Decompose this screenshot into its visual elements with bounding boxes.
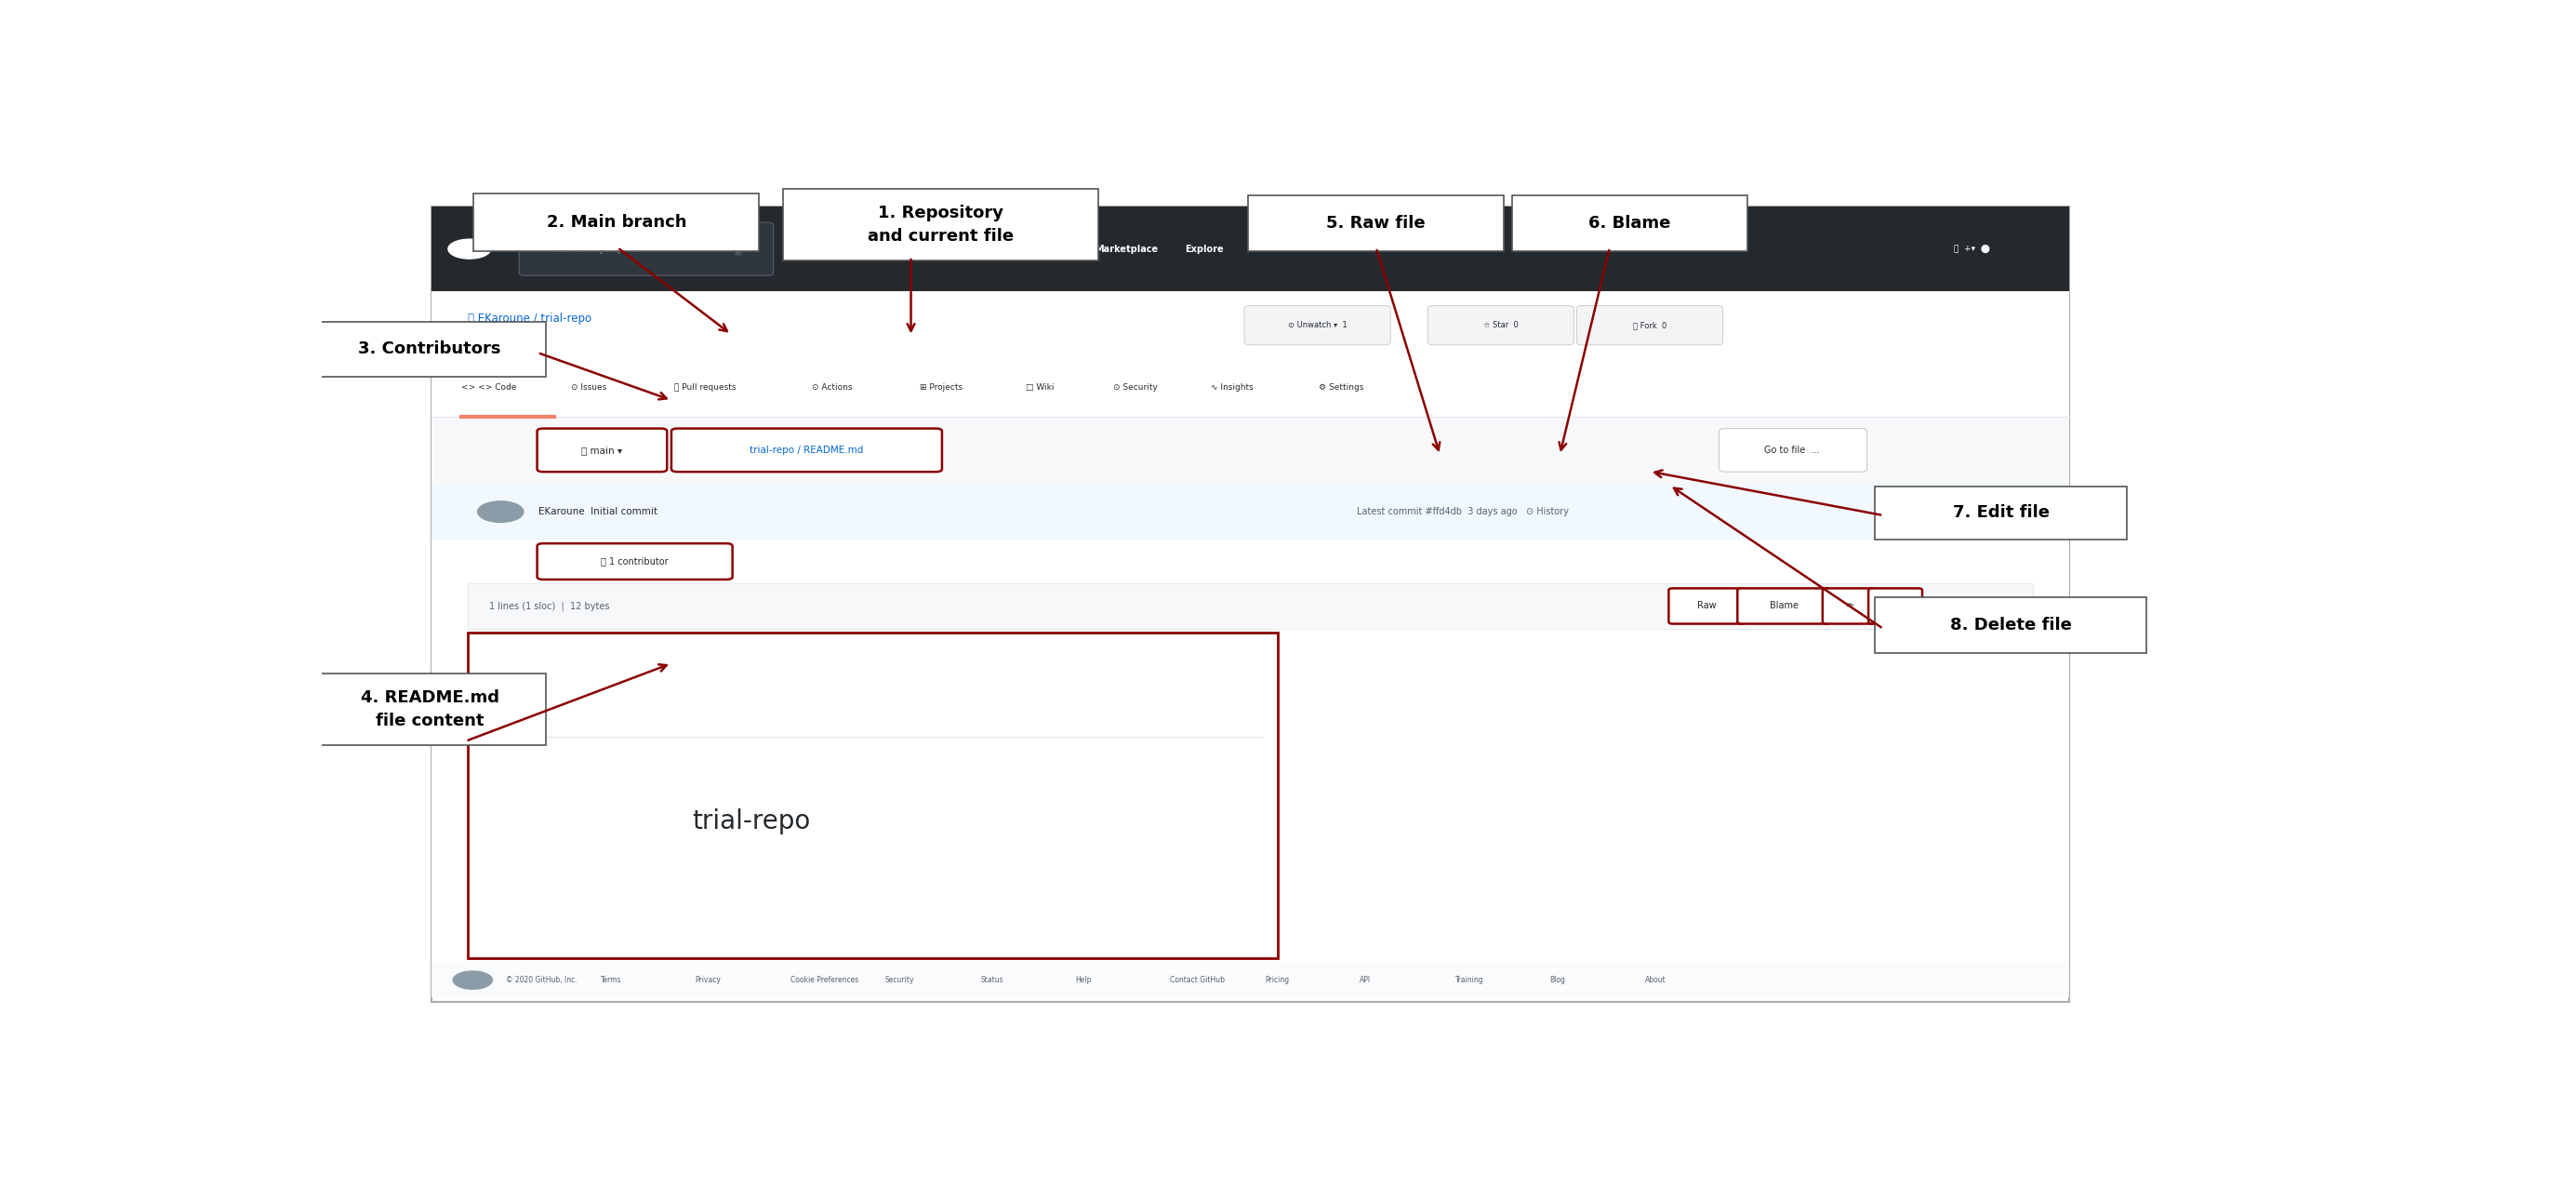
Text: Status: Status [981,976,1002,984]
Text: Raw: Raw [1698,602,1716,610]
Text: Privacy: Privacy [696,976,721,984]
FancyBboxPatch shape [520,222,773,275]
Text: Pricing: Pricing [1265,976,1291,984]
Text: About: About [1646,976,1667,984]
Text: 1 lines (1 sloc)  |  12 bytes: 1 lines (1 sloc) | 12 bytes [489,601,611,611]
FancyBboxPatch shape [1875,487,2128,539]
Text: Blog: Blog [1551,976,1566,984]
Text: 4. README.md
file content: 4. README.md file content [361,690,500,729]
Text: 🔔  +▾  ⬤: 🔔 +▾ ⬤ [1955,245,1991,253]
FancyBboxPatch shape [314,322,546,376]
FancyBboxPatch shape [1244,306,1391,345]
Text: 1. Repository
and current file: 1. Repository and current file [868,204,1015,245]
FancyBboxPatch shape [469,633,1278,958]
Text: Search or jump to...: Search or jump to... [554,245,644,254]
Text: API: API [1360,976,1370,984]
FancyBboxPatch shape [433,207,2069,292]
Text: Contact GitHub: Contact GitHub [1170,976,1226,984]
FancyBboxPatch shape [1669,589,1747,623]
Text: ⊞ Projects: ⊞ Projects [920,383,963,392]
FancyBboxPatch shape [1875,597,2146,653]
FancyBboxPatch shape [1249,196,1504,252]
Text: ⊙ Actions: ⊙ Actions [811,383,853,392]
Text: 🗑: 🗑 [1893,602,1899,610]
Text: trial-repo / README.md: trial-repo / README.md [750,445,863,455]
Circle shape [477,501,523,522]
FancyBboxPatch shape [469,583,2032,629]
FancyBboxPatch shape [433,583,2069,961]
FancyBboxPatch shape [1427,306,1574,345]
FancyBboxPatch shape [433,540,2069,583]
Text: Go to file  ...: Go to file ... [1765,445,1819,455]
Text: 6. Blame: 6. Blame [1589,215,1672,231]
FancyBboxPatch shape [538,544,732,579]
Text: Latest commit #ffd4db  3 days ago   ⊙ History: Latest commit #ffd4db 3 days ago ⊙ Histo… [1358,507,1569,516]
Text: ⊙ Security: ⊙ Security [1113,383,1157,392]
Text: □ Wiki: □ Wiki [1025,383,1054,392]
Text: 2. Main branch: 2. Main branch [546,214,685,230]
Text: ⑂ main ▾: ⑂ main ▾ [582,445,623,455]
Text: ⊙ Issues: ⊙ Issues [572,383,605,392]
Text: ⑂ Pull requests: ⑂ Pull requests [675,383,737,392]
Text: ∿ Insights: ∿ Insights [1211,383,1255,392]
Text: ✏: ✏ [1844,602,1855,610]
Text: Training: Training [1455,976,1484,984]
Circle shape [453,971,492,989]
Text: ⑂ Fork  0: ⑂ Fork 0 [1633,322,1667,330]
Text: 3. Contributors: 3. Contributors [358,341,502,357]
Text: ⚙ Settings: ⚙ Settings [1319,383,1365,392]
Text: Pull requests: Pull requests [881,245,951,254]
Text: ⊙ Unwatch ▾  1: ⊙ Unwatch ▾ 1 [1288,322,1347,330]
FancyBboxPatch shape [433,360,2069,417]
FancyBboxPatch shape [433,484,2069,540]
FancyBboxPatch shape [1512,196,1747,252]
Text: EKaroune  Initial commit: EKaroune Initial commit [538,507,657,516]
FancyBboxPatch shape [1868,589,1922,623]
FancyBboxPatch shape [474,193,760,252]
FancyBboxPatch shape [433,961,2069,997]
Text: trial-repo: trial-repo [693,808,811,834]
FancyBboxPatch shape [433,292,2069,360]
Text: 📋 EKaroune / trial-repo: 📋 EKaroune / trial-repo [469,312,592,324]
Text: Terms: Terms [600,976,621,984]
Text: Marketplace: Marketplace [1095,245,1159,254]
Text: Issues: Issues [997,245,1028,254]
Circle shape [448,240,492,259]
Text: Security: Security [886,976,914,984]
Text: Cookie Preferences: Cookie Preferences [791,976,858,984]
FancyBboxPatch shape [538,429,667,471]
Text: 7. Edit file: 7. Edit file [1953,504,2050,521]
FancyBboxPatch shape [672,429,943,471]
FancyBboxPatch shape [1577,306,1723,345]
FancyBboxPatch shape [314,673,546,744]
Text: 8. Delete file: 8. Delete file [1950,617,2071,634]
Text: 👤 1 contributor: 👤 1 contributor [600,557,670,566]
Text: Help: Help [1074,976,1092,984]
FancyBboxPatch shape [1718,429,1868,471]
FancyBboxPatch shape [433,417,2069,484]
Text: 5. Raw file: 5. Raw file [1327,215,1425,231]
Text: <> <> Code: <> <> Code [461,383,515,392]
Text: Explore: Explore [1185,245,1224,254]
FancyBboxPatch shape [1736,589,1832,623]
FancyBboxPatch shape [433,207,2069,1002]
Text: © 2020 GitHub, Inc.: © 2020 GitHub, Inc. [505,976,577,984]
Text: Blame: Blame [1770,602,1798,610]
Text: /: / [737,245,739,254]
FancyBboxPatch shape [783,189,1097,260]
FancyBboxPatch shape [1824,589,1875,623]
Text: ☆ Star  0: ☆ Star 0 [1484,322,1517,330]
